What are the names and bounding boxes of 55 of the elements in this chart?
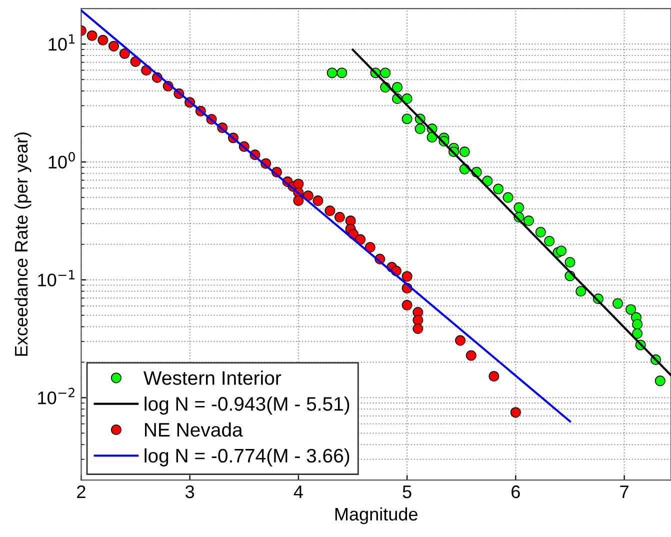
point bbox=[293, 195, 304, 206]
point bbox=[402, 271, 412, 282]
y-tick-label: 10$^{0}$ bbox=[48, 152, 75, 169]
point bbox=[108, 40, 120, 52]
point bbox=[119, 48, 130, 59]
point bbox=[412, 314, 424, 326]
point bbox=[412, 323, 424, 334]
x-tick-label: 2 bbox=[77, 485, 86, 498]
point bbox=[493, 184, 504, 194]
point bbox=[564, 256, 576, 268]
point bbox=[454, 335, 466, 346]
point bbox=[523, 215, 534, 226]
point bbox=[466, 350, 476, 361]
point bbox=[544, 236, 555, 246]
point bbox=[510, 407, 521, 418]
y-axis-title: Exceedance Rate (per year) bbox=[14, 132, 32, 356]
point bbox=[402, 300, 412, 310]
x-tick-label: 4 bbox=[294, 486, 303, 498]
point bbox=[502, 192, 514, 203]
point bbox=[632, 328, 643, 339]
point bbox=[556, 246, 567, 256]
point bbox=[626, 304, 636, 315]
point bbox=[488, 370, 500, 382]
point bbox=[612, 298, 624, 309]
x-tick-label: 3 bbox=[185, 485, 194, 498]
point bbox=[380, 68, 391, 78]
point bbox=[392, 82, 403, 93]
y-tick-label: 10$^{−1}$ bbox=[38, 270, 75, 286]
point bbox=[336, 68, 348, 78]
legend-label: log N = -0.943(M - 5.51) bbox=[144, 396, 350, 415]
point bbox=[293, 178, 304, 190]
x-tick-label: 6 bbox=[512, 485, 520, 498]
point bbox=[324, 206, 336, 216]
point bbox=[414, 124, 426, 134]
point bbox=[632, 318, 643, 330]
point bbox=[312, 195, 324, 206]
point bbox=[86, 30, 98, 41]
y-tick-label: 10$^{1}$ bbox=[48, 34, 75, 51]
point bbox=[402, 114, 412, 124]
y-tick-label: 10$^{−2}$ bbox=[38, 388, 74, 404]
legend-label: NE Nevada bbox=[145, 422, 243, 437]
legend-label: log N = -0.774(M - 3.66) bbox=[144, 448, 350, 466]
point bbox=[326, 68, 338, 78]
point bbox=[535, 226, 546, 238]
point bbox=[514, 202, 524, 213]
point bbox=[654, 376, 666, 386]
point bbox=[98, 34, 108, 46]
x-tick-label: 5 bbox=[402, 486, 412, 498]
x-tick-label: 7 bbox=[620, 486, 628, 498]
point bbox=[576, 286, 586, 297]
point bbox=[459, 146, 470, 158]
x-axis-title: Magnitude bbox=[335, 507, 418, 524]
point bbox=[364, 242, 376, 253]
legend-label: Western Interior bbox=[144, 370, 282, 385]
point bbox=[334, 212, 345, 222]
